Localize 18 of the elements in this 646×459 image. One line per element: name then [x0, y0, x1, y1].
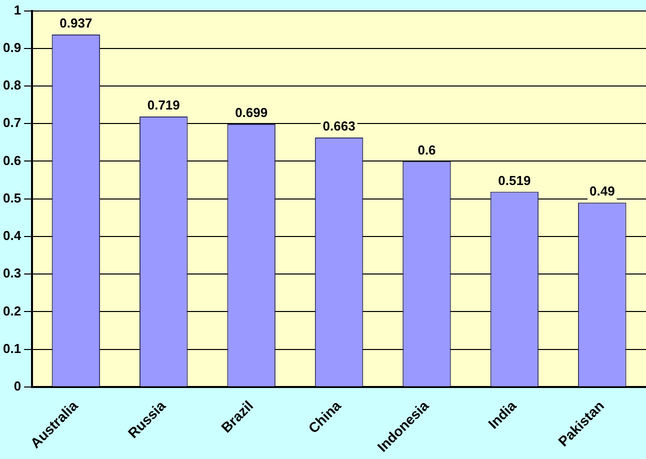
y-tick-label: 0.5	[2, 190, 22, 206]
y-tick-label: 0	[14, 378, 22, 394]
data-label: 0.6	[418, 142, 436, 158]
y-tick-label: 1	[14, 2, 22, 18]
data-label: 0.719	[147, 98, 180, 113]
data-label: 0.937	[60, 16, 92, 31]
y-tick-label: 0.3	[2, 266, 22, 281]
y-tick-label: 0.2	[2, 303, 22, 318]
y-tick-label: 0.4	[2, 228, 22, 244]
y-tick-label: 0.9	[2, 40, 22, 55]
y-tick-label: 0.8	[2, 78, 22, 93]
y-tick-label: 0.7	[2, 115, 22, 130]
data-label: 0.519	[498, 172, 531, 188]
data-label: 0.49	[589, 184, 615, 199]
data-label: 0.699	[235, 105, 268, 120]
data-label: 0.663	[322, 118, 356, 134]
y-tick-label: 0.6	[2, 152, 22, 168]
y-tick-label: 0.1	[2, 340, 22, 356]
